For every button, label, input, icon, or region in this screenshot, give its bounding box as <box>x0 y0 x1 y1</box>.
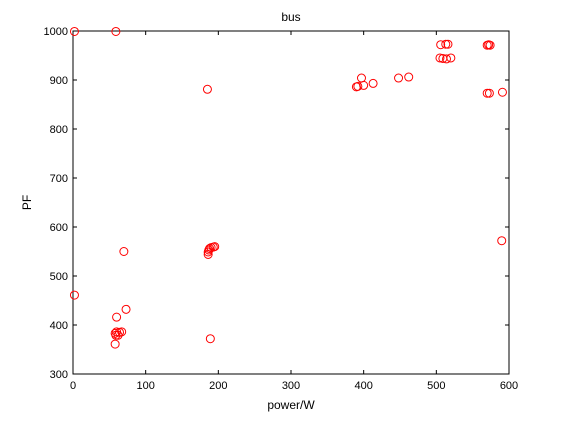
data-point <box>121 304 131 314</box>
data-point <box>368 78 378 88</box>
x-tick-label: 500 <box>427 380 445 392</box>
data-point <box>394 73 404 83</box>
x-tick-label: 0 <box>70 380 76 392</box>
data-point <box>435 53 445 63</box>
axis-ticks: 0 100 200 300 400 500 600 300 400 500 600 700 800 900… <box>44 26 519 392</box>
data-point <box>111 26 121 36</box>
y-tick-label: 700 <box>50 173 68 185</box>
chart-title: bus <box>281 10 300 24</box>
data-point <box>497 236 507 246</box>
y-tick-label: 800 <box>50 124 68 136</box>
x-tick-label: 300 <box>282 380 300 392</box>
data-point <box>436 40 446 50</box>
data-markers <box>69 26 507 349</box>
x-tick-label: 100 <box>136 380 154 392</box>
data-point <box>485 40 495 50</box>
x-tick-label: 200 <box>209 380 227 392</box>
data-point <box>69 290 79 300</box>
data-point <box>443 39 453 49</box>
data-point <box>404 72 414 82</box>
y-tick-label: 500 <box>50 271 68 283</box>
data-point <box>112 312 122 322</box>
data-point <box>119 247 129 256</box>
data-point <box>442 54 452 64</box>
data-point <box>359 80 369 90</box>
y-tick-label: 900 <box>50 75 68 87</box>
data-point <box>202 84 212 94</box>
data-point <box>111 330 121 340</box>
x-tick-label: 400 <box>354 380 372 392</box>
x-tick-label: 600 <box>500 380 518 392</box>
plot-area <box>72 30 510 375</box>
data-point <box>113 330 123 340</box>
data-point <box>441 39 451 49</box>
data-point <box>210 242 220 252</box>
y-tick-label: 1000 <box>44 26 68 38</box>
data-point <box>69 26 79 36</box>
x-axis-label: power/W <box>267 398 315 412</box>
data-point <box>446 53 456 63</box>
data-point <box>205 334 215 344</box>
data-point <box>110 339 120 349</box>
y-tick-label: 600 <box>50 222 68 234</box>
data-point <box>497 87 507 97</box>
y-axis-label: PF <box>20 195 34 210</box>
data-point <box>353 81 363 91</box>
y-tick-label: 400 <box>50 320 68 332</box>
y-tick-label: 300 <box>50 369 68 381</box>
data-point <box>482 88 492 98</box>
data-point <box>484 88 494 98</box>
